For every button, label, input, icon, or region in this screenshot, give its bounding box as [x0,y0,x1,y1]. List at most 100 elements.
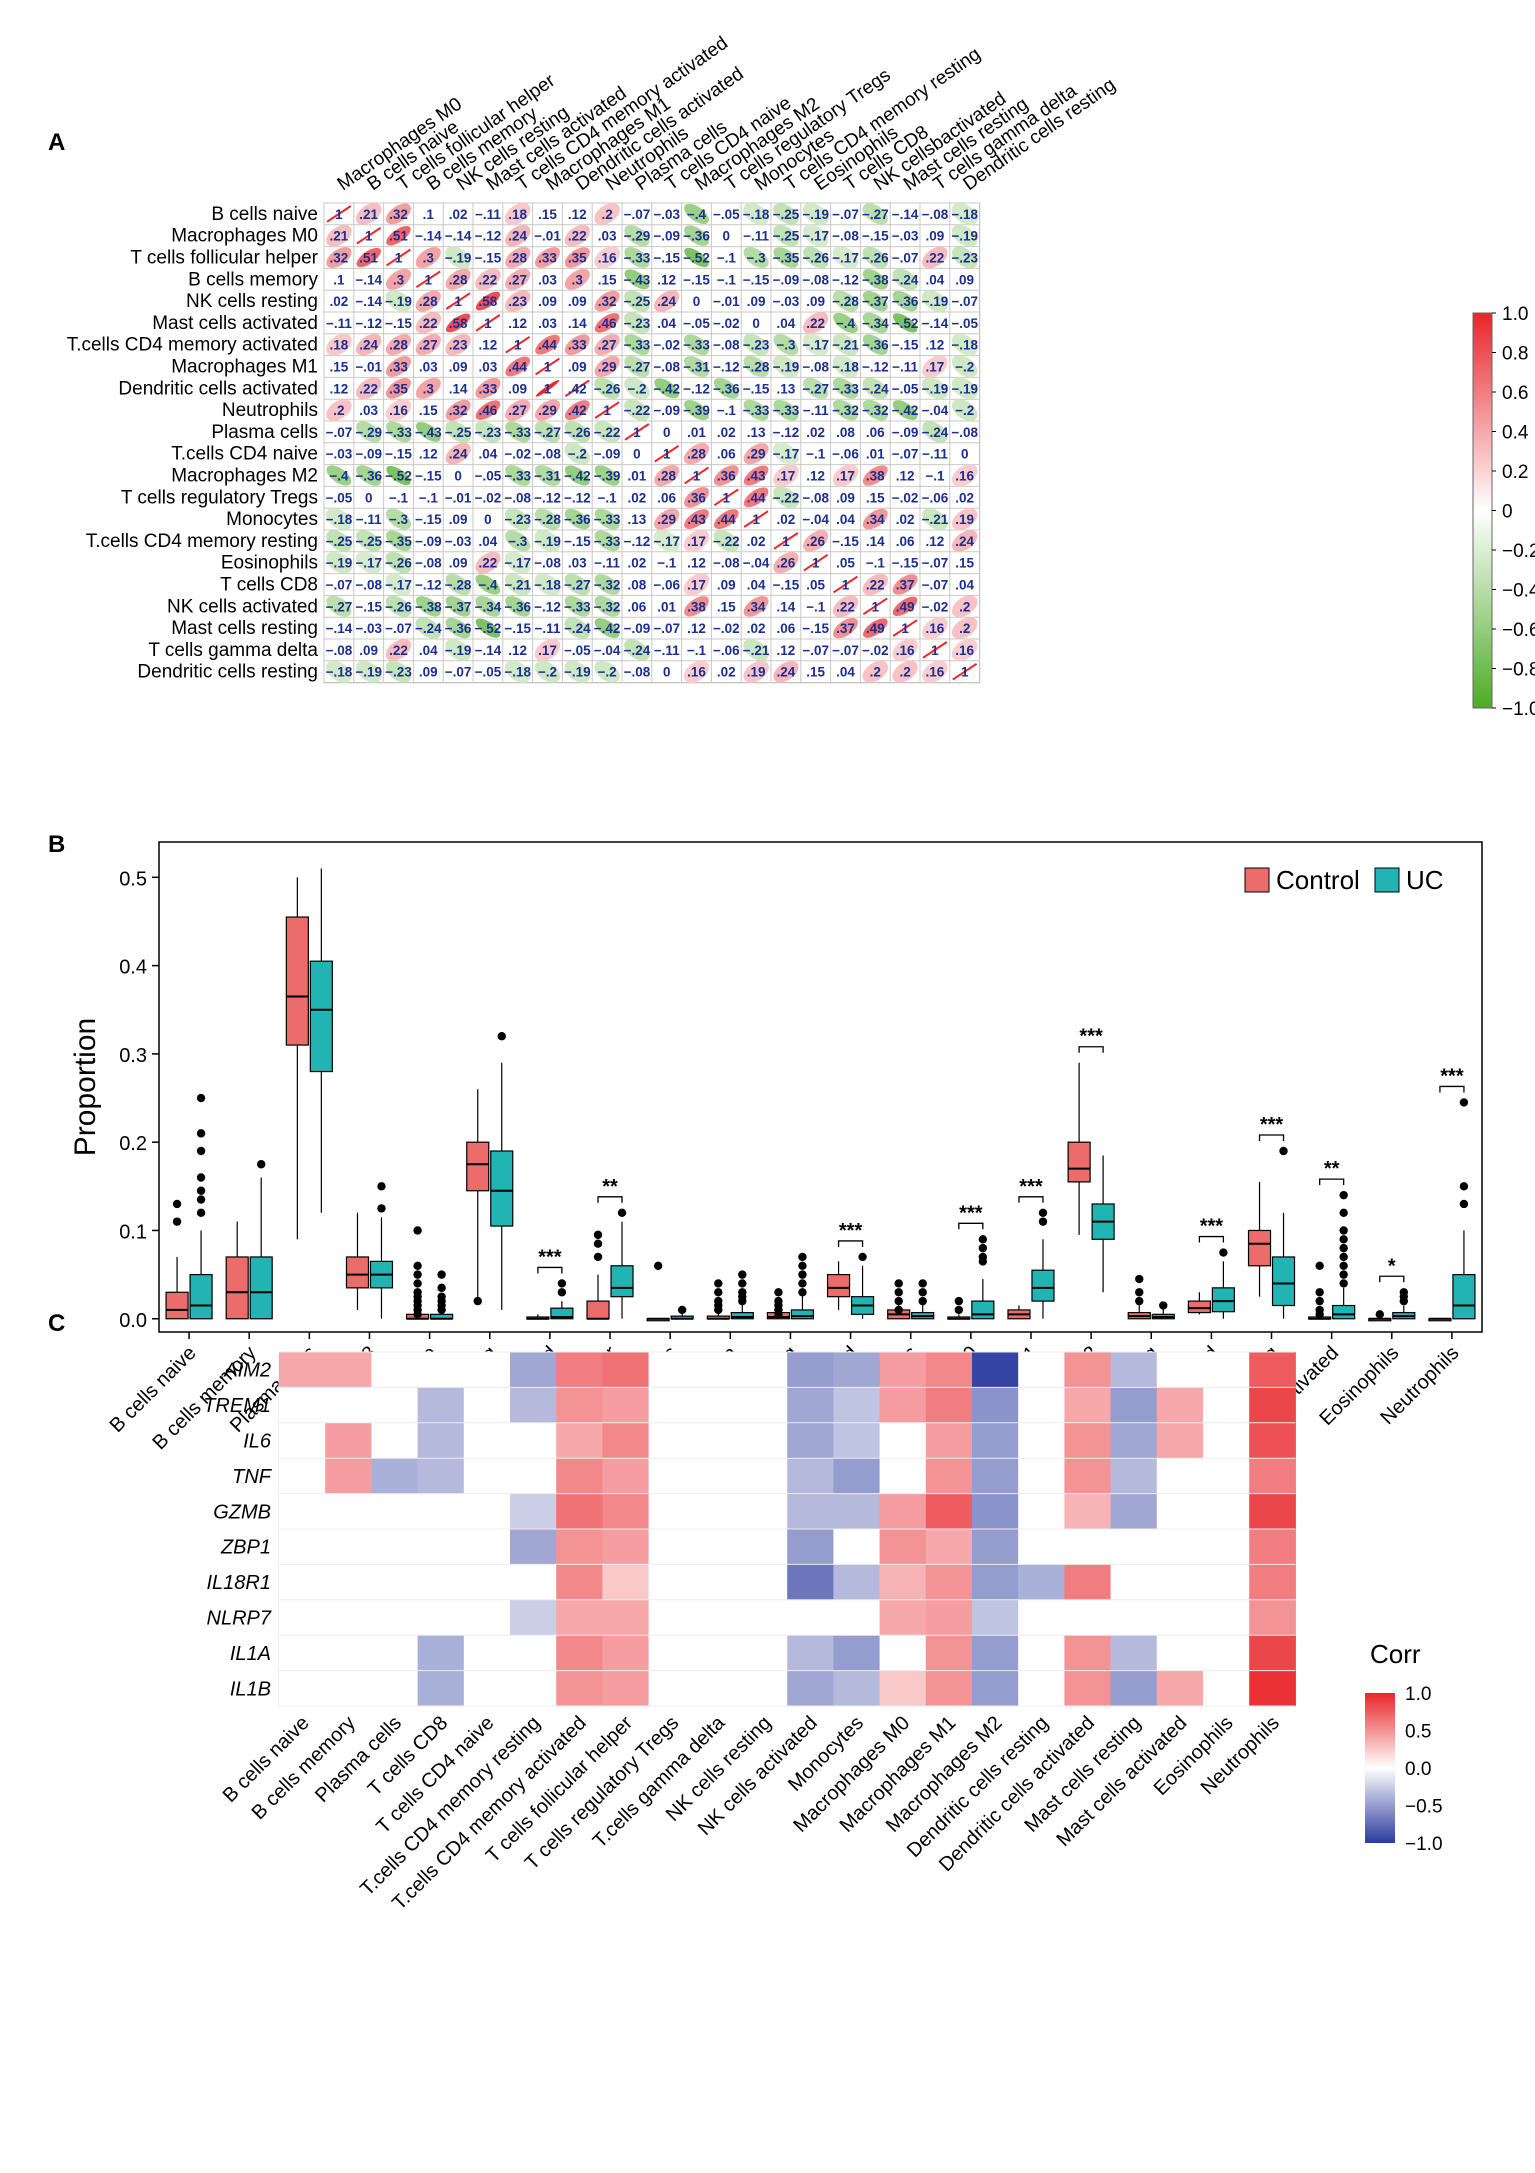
outlier-point [1459,1199,1469,1209]
heatmap-cell [417,1670,465,1707]
heatmap-cell [972,1458,1019,1495]
correlation-ellipse [743,487,769,508]
correlation-value: .21 [330,229,349,244]
heatmap-cell [925,1422,973,1459]
y-tick-label: 0.0 [119,1310,147,1332]
correlation-value: .19 [955,512,974,527]
correlation-ellipse [892,574,918,595]
correlation-value: −.11 [594,556,620,571]
heatmap-cell [371,1493,419,1530]
correlation-value: −.34 [862,316,889,331]
correlation-ellipse [862,465,888,486]
correlation-ellipse [594,377,620,399]
correlation-value: −.05 [892,381,919,396]
correlation-value: −.4 [687,207,707,222]
correlation-value: .36 [717,469,736,484]
correlation-value: −.07 [385,621,412,636]
correlation-value: −.14 [445,229,472,244]
diagonal-mark [624,423,650,441]
row-label: Macrophages M1 [171,357,318,378]
outlier-point [798,1261,807,1270]
correlation-value: .28 [508,251,527,266]
correlation-value: .05 [836,556,855,571]
correlation-ellipse [594,508,620,530]
correlation-value: .32 [449,403,468,418]
correlation-value: .28 [687,447,706,462]
correlation-ellipse [654,378,680,399]
correlation-value: −.07 [832,207,859,222]
correlation-ellipse [475,268,501,291]
correlation-ellipse [564,400,590,421]
diagonal-mark [862,597,888,616]
correlation-value: .24 [955,534,974,549]
heatmap-cell [463,1635,511,1672]
correlation-ellipse [653,529,680,552]
correlation-value: −.15 [862,229,889,244]
correlation-ellipse [415,421,441,442]
correlation-value: −.4 [329,469,349,484]
correlation-ellipse [445,638,471,661]
correlation-value: .22 [479,272,498,287]
outlier-point [557,1279,567,1288]
heatmap-cell [1156,1635,1204,1672]
correlation-value: .03 [538,316,557,331]
correlation-value: −.12 [624,534,651,549]
correlation-value: .36 [687,490,706,505]
correlation-value: −.38 [862,272,889,287]
heatmap-cell [1018,1352,1065,1388]
heatmap-cell [694,1670,742,1707]
outlier-point [413,1226,422,1235]
correlation-ellipse [743,595,769,617]
heatmap-cell [972,1635,1019,1672]
diagonal-mark [713,488,739,507]
outlier-point [918,1279,927,1288]
correlation-value: −.24 [922,425,949,440]
correlation-value: −.27 [802,381,829,396]
correlation-ellipse [684,225,709,246]
correlation-value: −.11 [803,403,829,418]
correlation-ellipse [445,399,471,421]
correlation-value: 1 [663,447,671,462]
correlation-value: −.23 [624,316,651,331]
correlation-value: −.09 [624,621,651,636]
correlation-value: −.17 [385,578,412,593]
significance-label: *** [1019,1176,1043,1198]
outlier-point [1339,1279,1348,1288]
heatmap-cell [1110,1493,1158,1530]
correlation-ellipse [951,333,978,356]
correlation-ellipse [356,421,382,443]
correlation-value: .28 [657,469,676,484]
heatmap-cell [1203,1599,1250,1636]
correlation-ellipse [892,268,918,291]
correlation-value: −.22 [624,403,651,418]
correlation-ellipse [743,247,769,268]
box-control [826,1274,851,1298]
correlation-value: 1 [723,490,731,505]
correlation-value: −.07 [892,251,919,266]
correlation-value: −.08 [534,447,561,462]
correlation-value: .16 [896,643,915,658]
box-uc [730,1311,754,1320]
correlation-value: −.36 [713,381,740,396]
colorbar-label: 0.6 [1502,383,1528,404]
heatmap-cell [648,1529,696,1565]
correlation-ellipse [534,465,561,486]
row-label: Plasma cells [211,422,318,443]
correlation-value: −.15 [415,512,442,527]
heatmap-cell [371,1599,419,1636]
correlation-value: −.07 [624,207,651,222]
correlation-ellipse [535,334,560,355]
correlation-ellipse [803,530,829,552]
correlation-value: .02 [717,425,736,440]
outlier-point [1038,1208,1048,1218]
correlation-value: −.12 [355,316,382,331]
correlation-value: .2 [959,621,970,636]
correlation-ellipse [951,638,978,661]
correlation-value: −.18 [504,665,531,680]
heatmap-cell [648,1635,696,1672]
correlation-value: −.28 [832,294,859,309]
outlier-point [894,1279,903,1288]
correlation-value: −.36 [355,469,382,484]
correlation-value: .24 [449,447,468,462]
heatmap-cell [925,1599,973,1636]
